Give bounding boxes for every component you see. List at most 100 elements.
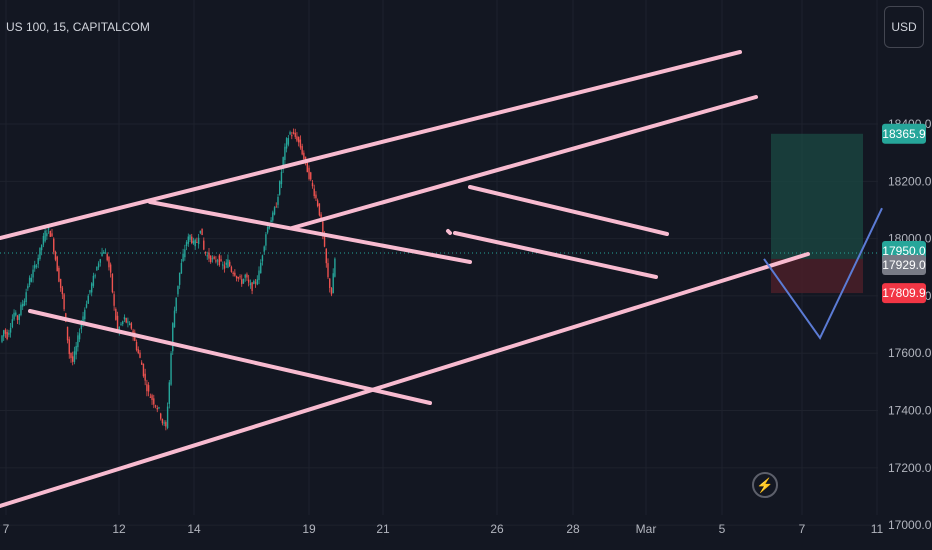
candle-body [235, 276, 238, 279]
candle-body [325, 248, 327, 264]
candle-body [58, 267, 60, 282]
candle-body [249, 283, 252, 286]
candle-body [284, 146, 286, 161]
price-axis[interactable]: 17000.017200.017400.017600.017800.018000… [888, 117, 932, 532]
price-tick-label: 17000.0 [888, 518, 932, 532]
candle-body [11, 319, 14, 328]
candle-body [187, 236, 189, 244]
candle-body [120, 323, 122, 325]
candle-body [182, 253, 184, 262]
candle-body [298, 136, 300, 143]
candle-body [303, 152, 305, 160]
candle-body [53, 238, 55, 252]
candle-body [178, 272, 181, 285]
candle-body [304, 156, 307, 162]
candle-body [4, 329, 7, 334]
candle-body [25, 292, 27, 303]
candle-body [149, 396, 152, 398]
candle-body [334, 258, 336, 277]
currency-button[interactable]: USD [884, 6, 924, 48]
candle-body [63, 294, 65, 310]
candle-body [220, 259, 222, 261]
candle-body [154, 405, 157, 407]
candle-body [137, 349, 139, 354]
candle-body [318, 203, 321, 216]
candle-body [73, 351, 76, 363]
candle-body [320, 214, 322, 219]
time-tick-label: 5 [719, 522, 726, 536]
candle-body [54, 251, 57, 260]
candle-body [316, 200, 319, 207]
candle-body [291, 135, 293, 137]
time-tick-label: 19 [302, 522, 316, 536]
candle-body [282, 157, 284, 170]
candle-body [242, 278, 245, 284]
candle-body [22, 303, 24, 307]
candle-body [151, 395, 153, 400]
candle-body [49, 230, 51, 237]
candle-body [128, 323, 131, 325]
candle-body [332, 273, 334, 294]
candle-body [313, 188, 315, 197]
candle-body [279, 181, 281, 195]
candle-body [218, 255, 221, 266]
candle-body [20, 304, 22, 315]
candle-body [296, 136, 298, 141]
price-badge-label: 17929.0 [882, 258, 926, 272]
price-badge-label: 18365.9 [882, 127, 926, 141]
candle-body [56, 256, 58, 272]
candle-body [113, 294, 115, 306]
candle-body [51, 233, 53, 237]
time-tick-label: 7 [799, 522, 806, 536]
candle-body [173, 310, 176, 328]
candle-body [135, 342, 138, 350]
candle-body [111, 273, 114, 293]
candle-body [266, 227, 269, 233]
candle-body [330, 288, 333, 295]
candle-body [227, 259, 229, 268]
candle-body [127, 321, 129, 323]
candle-body [99, 259, 101, 263]
candle-body [285, 138, 288, 149]
candle-body [18, 314, 20, 320]
candle-body [103, 252, 105, 254]
candle-body [201, 228, 203, 236]
candle-body [273, 207, 276, 215]
candle-body [77, 335, 79, 348]
candle-body [311, 182, 314, 187]
candle-body [253, 280, 255, 284]
candle-body [125, 318, 127, 323]
candle-body [165, 422, 167, 427]
candle-body [39, 247, 41, 259]
candle-body [97, 263, 100, 268]
candle-body [180, 262, 183, 274]
candle-body [96, 266, 98, 271]
candle-body [258, 270, 260, 281]
projection-path [763, 207, 883, 340]
time-axis[interactable]: 7 12 14 19 21 26 28 Mar 5 7 11 [3, 522, 884, 536]
candle-body [244, 274, 246, 278]
trendline [148, 200, 472, 264]
target-zone [771, 133, 863, 259]
candle-body [27, 285, 29, 289]
candle-body [230, 266, 233, 272]
candle-body [46, 233, 48, 237]
candle-body [13, 312, 15, 320]
candle-body [118, 326, 120, 332]
symbol-title: US 100, 15, CAPITALCOM [6, 20, 150, 34]
candle-body [327, 263, 329, 278]
candle-body [323, 235, 326, 247]
candle-body [156, 407, 158, 410]
candle-body [194, 239, 196, 247]
trendline [290, 95, 758, 230]
candle-body [104, 252, 107, 254]
trendlines [0, 50, 810, 508]
candle-body [16, 315, 19, 321]
candle-body [15, 312, 17, 316]
candle-body [72, 356, 74, 362]
time-tick-label: 21 [376, 522, 390, 536]
candle-body [70, 353, 72, 359]
candle-body [158, 407, 160, 409]
candle-body [234, 272, 236, 276]
